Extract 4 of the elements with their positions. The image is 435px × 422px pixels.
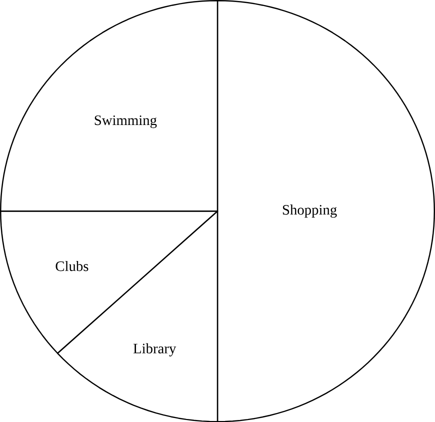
slice-label: Swimming	[94, 115, 157, 128]
slice-label: Clubs	[56, 260, 88, 271]
slice-label: Shopping	[282, 204, 337, 218]
slice-label: Library	[133, 343, 176, 356]
